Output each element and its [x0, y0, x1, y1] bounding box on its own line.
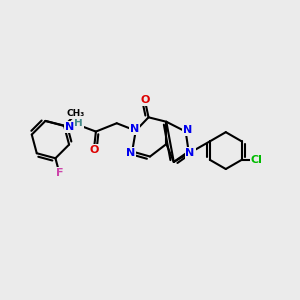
Text: F: F [56, 168, 63, 178]
Text: N: N [130, 124, 139, 134]
Text: O: O [89, 145, 99, 155]
Text: N: N [126, 148, 135, 158]
Text: N: N [182, 125, 192, 135]
Text: H: H [74, 118, 83, 128]
Text: Cl: Cl [251, 155, 262, 165]
Text: N: N [185, 148, 195, 158]
Text: N: N [64, 122, 74, 132]
Text: O: O [141, 95, 150, 105]
Text: CH₃: CH₃ [67, 110, 85, 118]
